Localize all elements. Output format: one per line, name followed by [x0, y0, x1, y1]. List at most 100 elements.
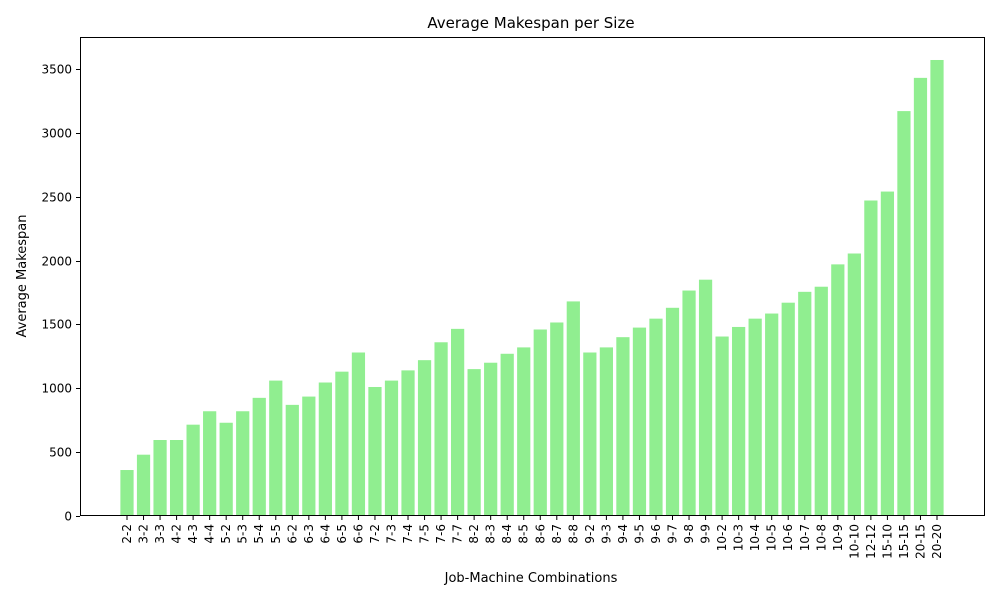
bar-20-20	[930, 59, 944, 517]
x-tick-label: 7-5	[418, 524, 432, 544]
bar-8-6	[533, 329, 547, 516]
x-tick-label: 6-5	[335, 524, 349, 544]
bar-5-3	[236, 411, 250, 516]
x-tick-label: 10-2	[715, 524, 729, 551]
y-tick-label: 1500	[41, 318, 72, 332]
x-tick-label: 7-3	[384, 524, 398, 544]
x-tick-label: 10-6	[781, 524, 795, 551]
x-tick-label: 6-2	[285, 524, 299, 544]
bar-9-5	[632, 327, 647, 516]
x-tick-label: 5-4	[252, 524, 266, 544]
bar-10-2	[715, 336, 729, 516]
y-tick-label: 3000	[41, 127, 72, 141]
bar-12-12	[864, 200, 878, 516]
bars-group	[120, 59, 944, 517]
bar-10-4	[748, 318, 762, 516]
y-tick-label: 3500	[41, 63, 72, 77]
bar-9-2	[583, 352, 597, 516]
bar-15-10	[880, 191, 895, 516]
bar-5-5	[269, 380, 283, 516]
bar-10-5	[765, 313, 779, 516]
x-tick-label: 15-15	[897, 524, 911, 559]
y-tick-label: 2500	[41, 191, 72, 205]
x-tick-label: 10-7	[798, 524, 812, 551]
chart-title: Average Makespan per Size	[427, 14, 634, 32]
x-tick-label: 7-2	[368, 524, 382, 544]
bar-6-5	[335, 371, 349, 516]
x-tick-label: 9-3	[599, 524, 613, 544]
x-tick-label: 8-7	[550, 524, 564, 544]
bar-3-3	[153, 440, 167, 516]
bar-10-6	[781, 302, 795, 516]
bar-3-2	[136, 454, 151, 516]
x-tick-label: 2-2	[120, 524, 134, 544]
bar-7-5	[417, 360, 432, 516]
x-tick-label: 10-10	[847, 524, 861, 559]
y-tick-label: 1000	[41, 382, 72, 396]
x-tick-label: 3-2	[137, 524, 151, 544]
x-tick-label: 8-3	[484, 524, 498, 544]
x-tick-label: 10-9	[831, 524, 845, 551]
x-tick-label: 8-6	[533, 524, 547, 544]
bar-20-15	[913, 77, 928, 517]
x-tick-label: 9-7	[666, 524, 680, 544]
bar-10-8	[814, 286, 828, 516]
x-tick-label: 15-10	[880, 524, 894, 559]
bar-10-3	[732, 326, 746, 516]
x-tick-label: 20-20	[930, 524, 944, 559]
bar-10-9	[831, 264, 845, 516]
x-tick-label: 10-5	[765, 524, 779, 551]
x-tick-label: 7-7	[451, 524, 465, 544]
bar-6-2	[285, 404, 299, 516]
x-axis-label: Job-Machine Combinations	[444, 571, 618, 586]
y-tick-label: 500	[49, 446, 72, 460]
x-tick-label: 9-2	[583, 524, 597, 544]
bar-8-5	[517, 347, 531, 516]
x-tick-label: 8-8	[566, 524, 580, 544]
x-tick-label: 9-4	[616, 524, 630, 544]
x-tick-label: 6-4	[318, 524, 332, 544]
bar-9-6	[649, 318, 663, 516]
bar-6-4	[318, 382, 332, 516]
x-tick-label: 5-2	[219, 524, 233, 544]
bar-7-3	[384, 380, 399, 516]
x-tick-label: 10-4	[748, 524, 762, 551]
x-tick-label: 6-3	[302, 524, 316, 544]
bar-9-7	[665, 307, 680, 516]
bar-4-4	[203, 411, 217, 516]
x-tick-label: 7-4	[401, 524, 415, 544]
bar-8-3	[484, 362, 498, 516]
bar-5-2	[219, 422, 233, 516]
bar-9-8	[682, 290, 696, 516]
bar-9-9	[698, 279, 713, 516]
bar-15-15	[897, 111, 911, 516]
bar-10-7	[798, 291, 812, 516]
bar-6-6	[351, 352, 366, 516]
bar-8-7	[550, 322, 564, 516]
bar-8-2	[467, 369, 481, 516]
x-tick-label: 10-3	[732, 524, 746, 551]
y-tick-label: 0	[64, 510, 72, 524]
x-tick-label: 8-2	[467, 524, 481, 544]
bar-9-3	[599, 347, 613, 516]
x-tick-label: 8-4	[500, 524, 514, 544]
bar-4-2	[169, 440, 184, 516]
x-tick-label: 9-6	[649, 524, 663, 544]
bar-2-2	[120, 470, 134, 516]
y-axis-label: Average Makespan	[15, 215, 30, 338]
bar-7-6	[434, 342, 448, 516]
x-tick-label: 4-3	[186, 524, 200, 544]
bar-9-4	[616, 337, 630, 516]
x-tick-label: 10-8	[814, 524, 828, 551]
y-tick-label: 2000	[41, 255, 72, 269]
x-tick-label: 5-5	[269, 524, 283, 544]
x-tick-label: 9-5	[632, 524, 646, 544]
x-tick-label: 9-9	[699, 524, 713, 544]
x-axis: 2-2 3-2 3-3 4-2 4-3 4-4 5-2 5-3 5-4 5-5 6-2 6-3 6-4 6…	[120, 516, 944, 559]
x-tick-label: 6-6	[351, 524, 365, 544]
bar-8-8	[566, 301, 580, 516]
x-tick-label: 9-8	[682, 524, 696, 544]
bar-7-7	[451, 328, 465, 516]
x-tick-label: 5-3	[236, 524, 250, 544]
